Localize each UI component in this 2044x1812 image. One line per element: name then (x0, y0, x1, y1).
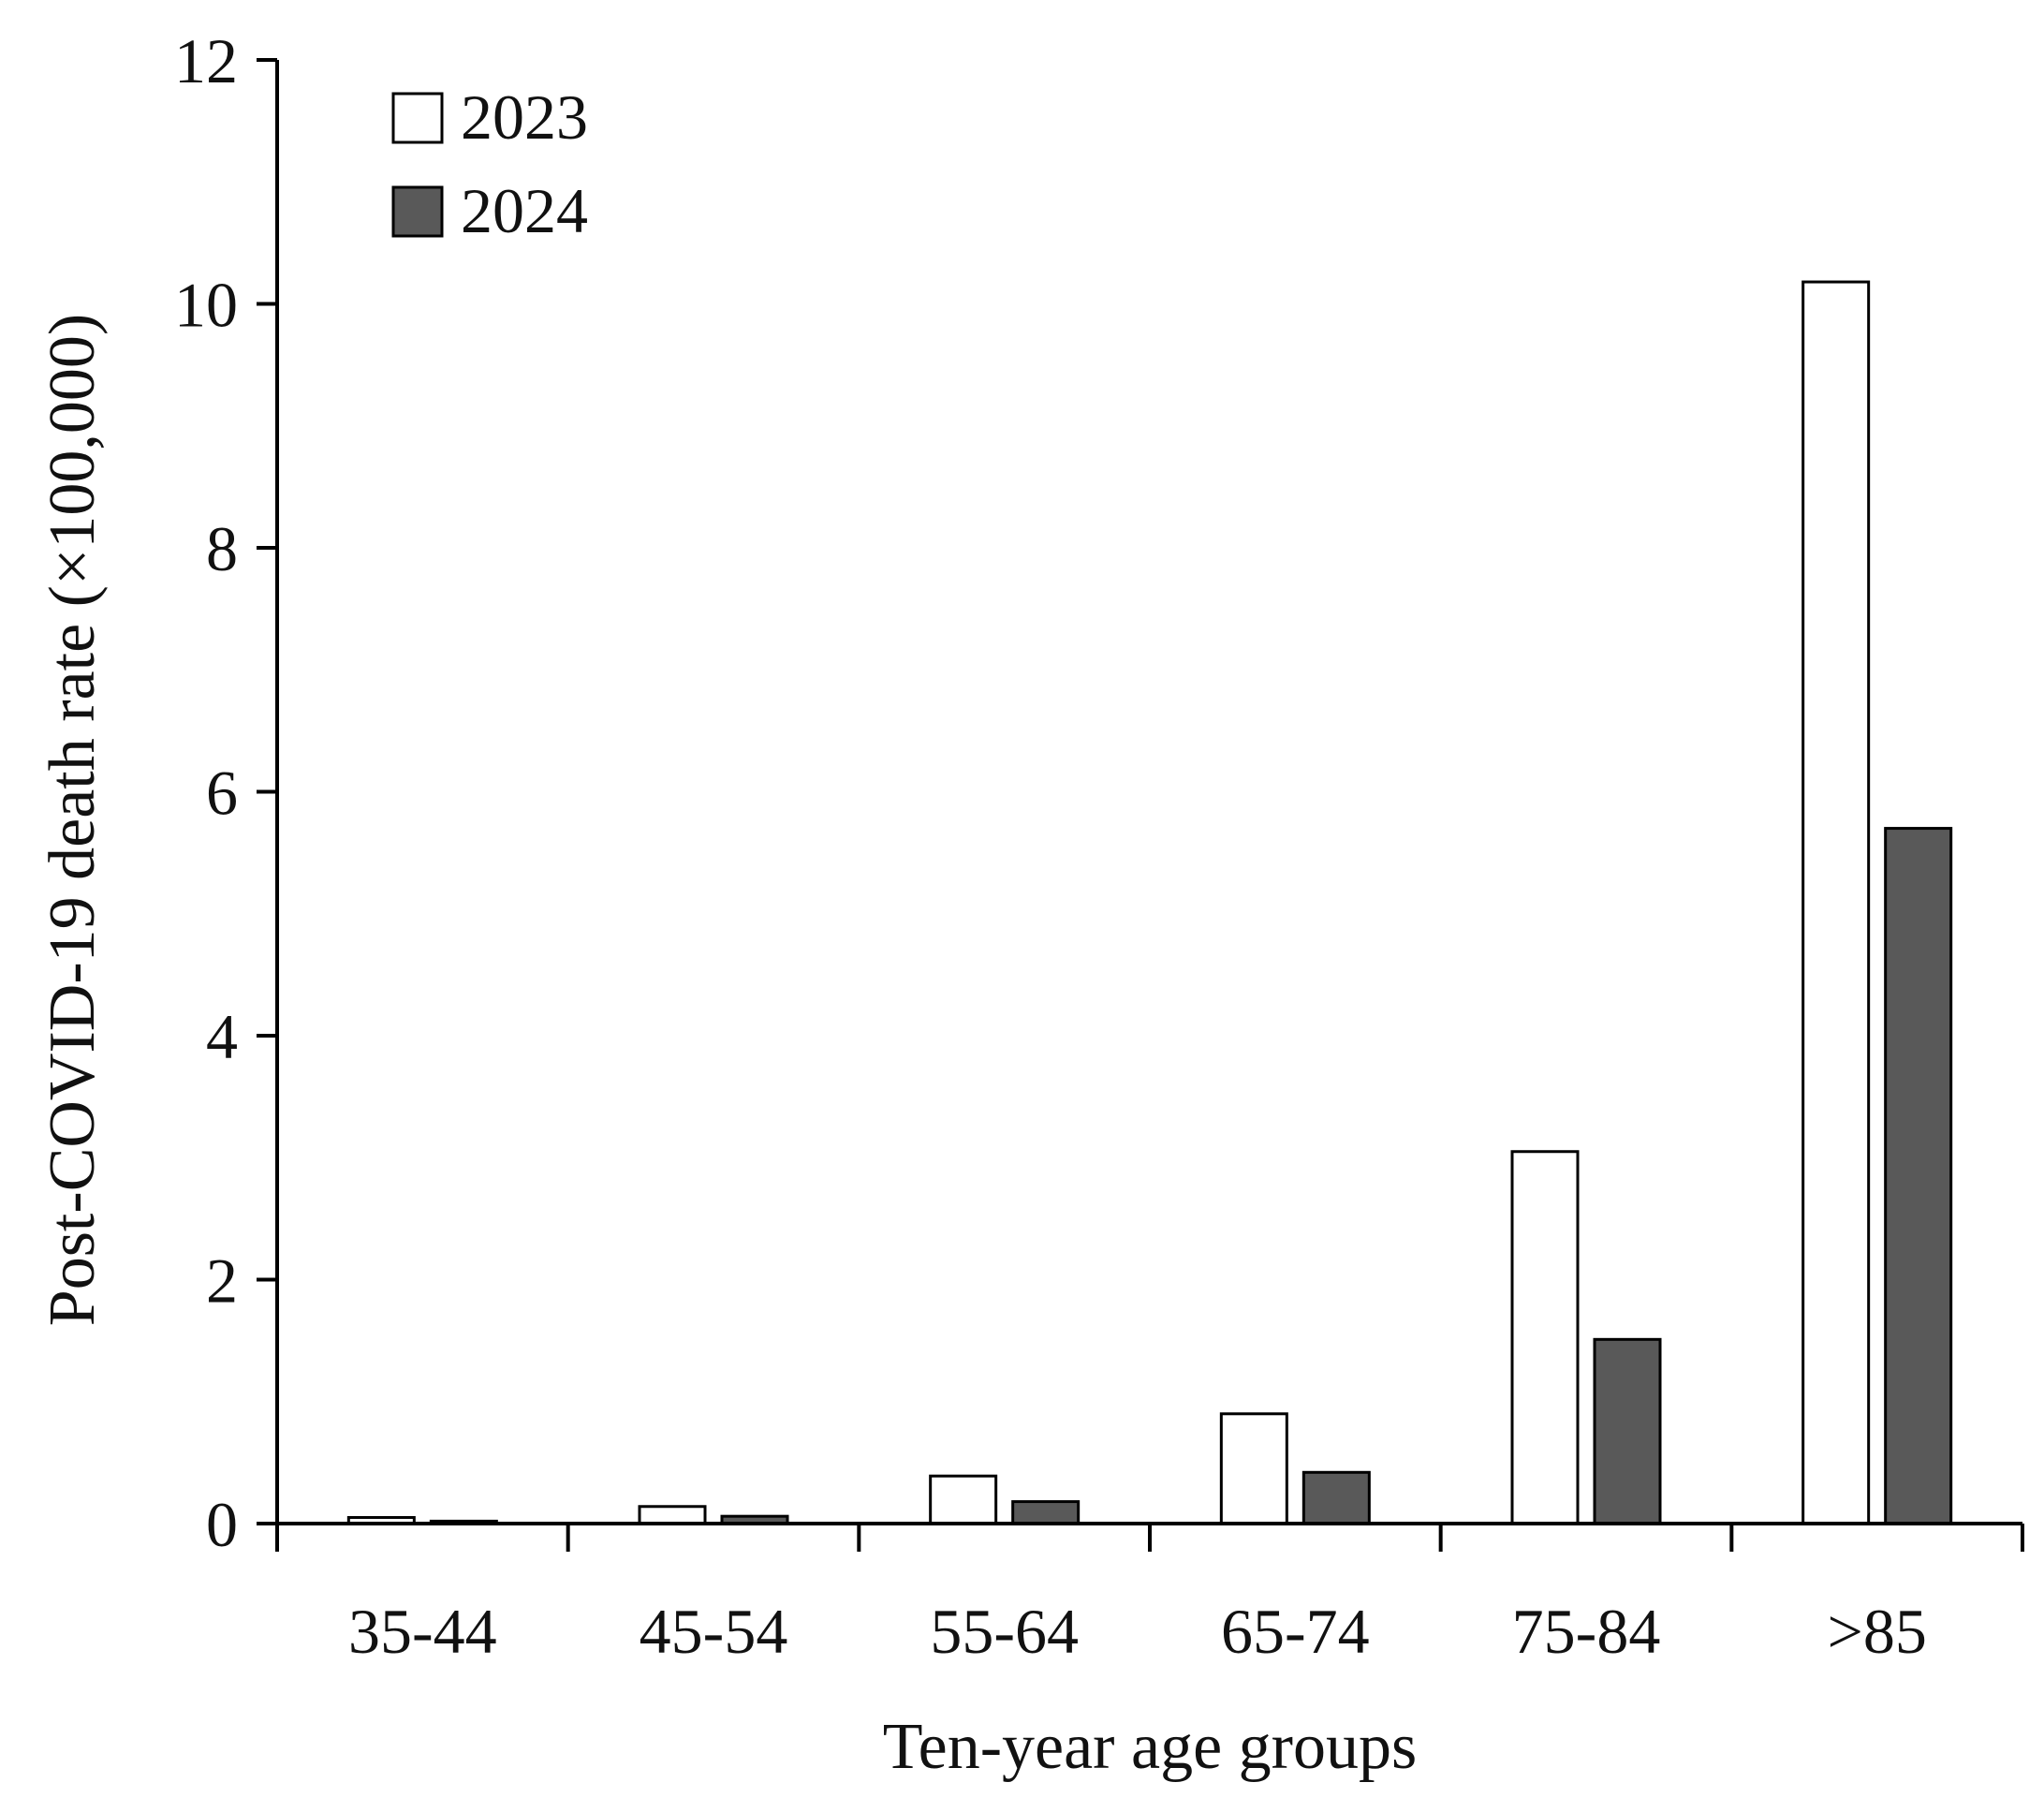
x-tick-label: >85 (1827, 1596, 1926, 1667)
y-tick-label: 12 (174, 25, 238, 96)
bar-2023-55-64 (929, 1474, 998, 1525)
legend: 2023 2024 (391, 81, 588, 246)
x-axis-title: Ten-year age groups (883, 1711, 1417, 1783)
bar-2023-65-74 (1219, 1412, 1288, 1525)
y-tick-label: 10 (174, 270, 238, 341)
bar-2023-45-54 (638, 1505, 707, 1525)
x-tick-label: 45-54 (640, 1596, 788, 1667)
y-tick-label: 2 (206, 1245, 238, 1317)
y-tick-label: 8 (206, 513, 238, 584)
bar-2024-65-74 (1301, 1470, 1371, 1525)
legend-label-2024: 2024 (461, 175, 588, 246)
y-tick-label: 4 (206, 1001, 238, 1072)
x-tick-label: 55-64 (930, 1596, 1079, 1667)
axes-layer (275, 60, 2022, 1525)
y-axis-title: Post-COVID-19 death rate (×100,000) (37, 314, 109, 1326)
bar-2023->85 (1801, 280, 1871, 1525)
legend-label-2023: 2023 (461, 81, 588, 153)
y-tick-label: 0 (206, 1489, 238, 1560)
x-tick-label: 65-74 (1221, 1596, 1370, 1667)
bar-2024->85 (1884, 827, 1953, 1525)
x-ticks: 35-44 45-54 55-64 65-74 75-84 >85 (275, 1524, 2024, 1667)
y-ticks: 0 2 4 6 8 10 12 (174, 25, 277, 1560)
x-tick-label: 75-84 (1512, 1596, 1661, 1667)
bar-2024-75-84 (1593, 1337, 1662, 1525)
bar-2023-75-84 (1510, 1150, 1580, 1525)
legend-swatch-2023 (391, 92, 444, 144)
x-tick-label: 35-44 (348, 1596, 497, 1667)
y-tick-label: 6 (206, 758, 238, 829)
bars-layer (346, 280, 1953, 1525)
legend-swatch-2024 (391, 185, 444, 238)
bar-2024-55-64 (1011, 1500, 1081, 1525)
